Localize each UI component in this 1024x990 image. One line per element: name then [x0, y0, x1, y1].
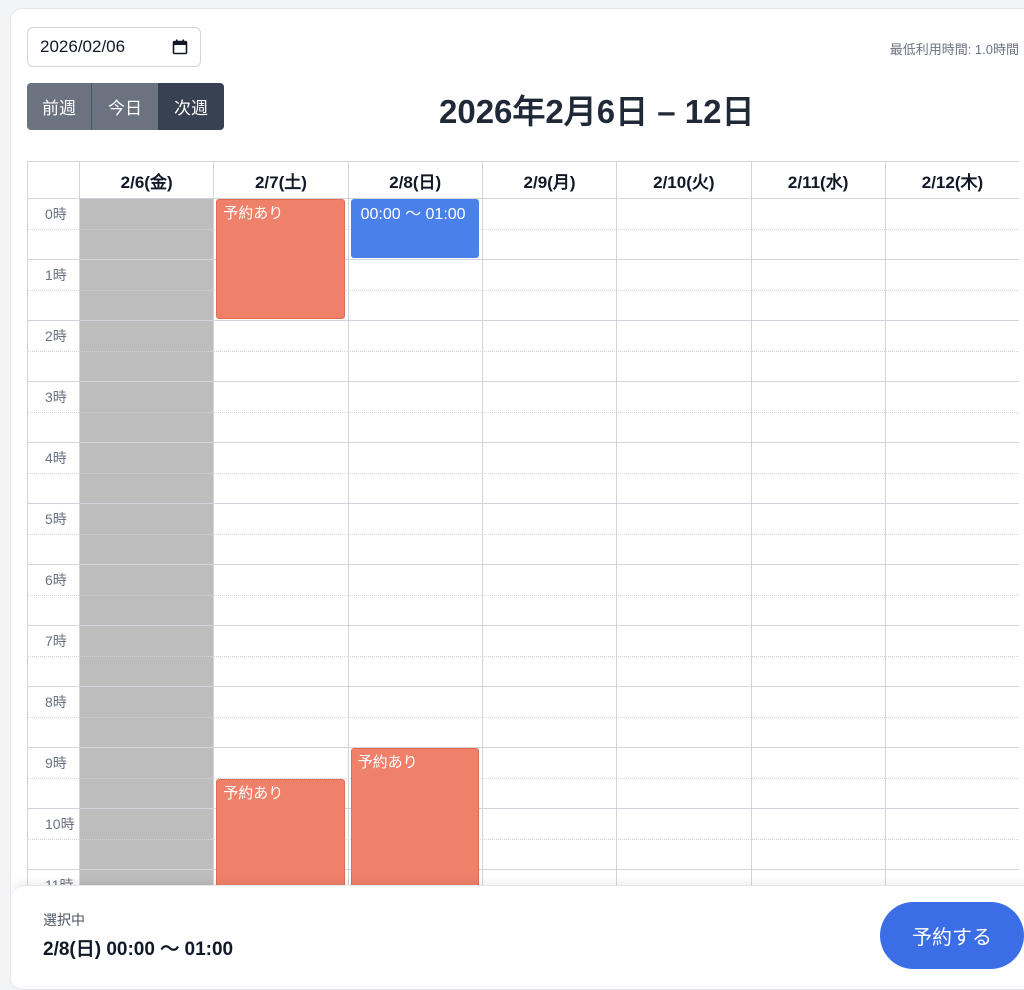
day-header: 2/6(金) — [79, 162, 213, 198]
selection-bar: 選択中 2/8(日) 00:00 〜 01:00 予約する — [11, 885, 1024, 986]
day-header: 2/7(土) — [213, 162, 347, 198]
hour-gridline — [27, 686, 1019, 687]
selection-label: 選択中 — [43, 912, 85, 928]
day-header: 2/8(日) — [347, 162, 482, 198]
day-column[interactable] — [616, 198, 750, 921]
half-hour-gridline — [27, 838, 1019, 840]
hour-gridline — [27, 259, 1019, 260]
hour-gridline — [27, 198, 1019, 199]
day-column[interactable] — [481, 198, 616, 921]
day-column-unavailable — [79, 198, 214, 921]
day-column[interactable] — [750, 198, 885, 921]
selection-value: 2/8(日) 00:00 〜 01:00 — [43, 939, 234, 960]
time-header-corner — [27, 162, 79, 198]
time-column — [27, 198, 79, 921]
hour-label: 3時 — [45, 389, 67, 405]
selected-slot[interactable]: 00:00 ～ 01:00 — [350, 199, 479, 258]
hour-label: 2時 — [45, 328, 67, 344]
date-input-value: 2026/02/06 — [40, 37, 126, 56]
hour-label: 4時 — [45, 450, 67, 466]
hour-gridline — [27, 564, 1019, 565]
hour-label: 8時 — [45, 694, 67, 710]
hour-gridline — [27, 503, 1019, 504]
half-hour-gridline — [27, 777, 1019, 779]
hour-label: 10時 — [45, 816, 75, 832]
day-header-row: 2/6(金) 2/7(土) 2/8(日) 2/9(月) 2/10(火) 2/11(水) 2/… — [27, 161, 1019, 198]
day-header: 2/12(木) — [884, 162, 1019, 198]
hour-gridline — [27, 625, 1019, 626]
hour-label: 7時 — [45, 633, 67, 649]
day-column[interactable] — [347, 198, 482, 921]
hour-label: 9時 — [45, 755, 67, 771]
hour-label: 6時 — [45, 572, 67, 588]
calendar-icon[interactable] — [172, 39, 188, 55]
week-title: 2026年2月6日 – 12日 — [439, 93, 755, 130]
calendar-body: 0時1時2時3時4時5時6時7時8時9時10時11時予約あり00:00 ～ 01… — [27, 198, 1019, 921]
half-hour-gridline — [27, 472, 1019, 474]
hour-gridline — [27, 869, 1019, 870]
week-calendar: 2/6(金) 2/7(土) 2/8(日) 2/9(月) 2/10(火) 2/11(水) 2/… — [27, 161, 1024, 921]
half-hour-gridline — [27, 228, 1019, 230]
hour-label: 5時 — [45, 511, 67, 527]
half-hour-gridline — [27, 533, 1019, 535]
week-navigation: 前週 今日 次週 — [27, 83, 224, 130]
half-hour-gridline — [27, 655, 1019, 657]
day-header: 2/9(月) — [481, 162, 616, 198]
today-button[interactable]: 今日 — [92, 83, 158, 130]
day-column[interactable] — [213, 198, 347, 921]
prev-week-button[interactable]: 前週 — [27, 83, 92, 130]
half-hour-gridline — [27, 594, 1019, 596]
next-week-button[interactable]: 次週 — [158, 83, 224, 130]
hour-label: 1時 — [45, 267, 67, 283]
hour-gridline — [27, 442, 1019, 443]
hour-gridline — [27, 747, 1019, 748]
booked-slot: 予約あり — [216, 199, 345, 319]
date-input[interactable]: 2026/02/06 — [27, 27, 201, 67]
hour-gridline — [27, 808, 1019, 809]
booking-calendar-app: 2026/02/06 最低利用時間: 1.0時間 前週 今日 次週 2026年2… — [10, 8, 1024, 990]
half-hour-gridline — [27, 716, 1019, 718]
day-column[interactable] — [884, 198, 1019, 921]
minimum-usage-time: 最低利用時間: 1.0時間 — [889, 42, 1019, 57]
hour-gridline — [27, 320, 1019, 321]
half-hour-gridline — [27, 411, 1019, 413]
day-header: 2/10(火) — [616, 162, 750, 198]
day-header: 2/11(水) — [750, 162, 885, 198]
hour-gridline — [27, 381, 1019, 382]
half-hour-gridline — [27, 350, 1019, 352]
reserve-button[interactable]: 予約する — [880, 902, 1024, 969]
hour-label: 0時 — [45, 206, 67, 222]
half-hour-gridline — [27, 289, 1019, 291]
